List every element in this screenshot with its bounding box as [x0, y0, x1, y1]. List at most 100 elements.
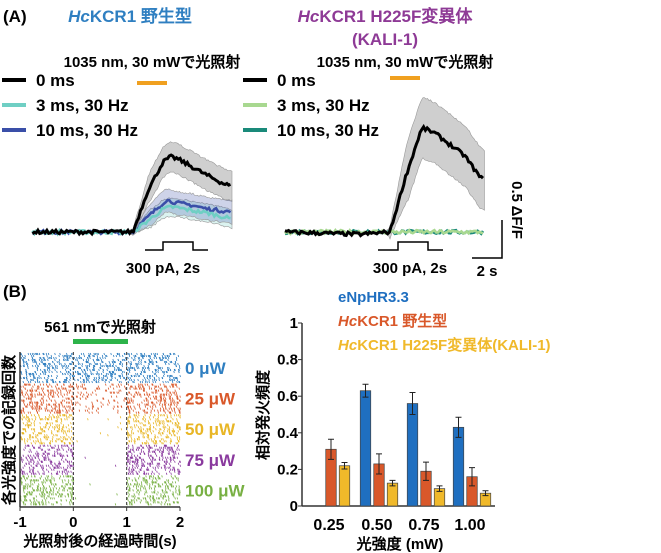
spike-tick [178, 472, 180, 475]
spike-tick [105, 389, 108, 392]
spike-tick [60, 452, 62, 455]
spike-tick [27, 426, 30, 429]
spike-tick [62, 358, 65, 362]
spike-tick [33, 446, 36, 449]
spike-tick [175, 452, 177, 455]
spike-tick [49, 411, 52, 414]
spike-tick [80, 352, 83, 356]
spike-tick [30, 397, 33, 400]
spike-tick [94, 352, 97, 356]
spike-tick [119, 368, 121, 372]
spike-tick [63, 356, 65, 360]
spike-tick [28, 466, 31, 469]
spike-tick [148, 444, 151, 447]
spike-tick [30, 442, 32, 445]
spike-tick [146, 440, 148, 443]
spike-tick [101, 360, 103, 364]
spike-tick [25, 391, 27, 394]
spike-tick [41, 499, 44, 502]
spike-tick [179, 414, 181, 417]
spike-tick [76, 395, 78, 398]
spike-tick [75, 395, 78, 398]
spike-tick [41, 454, 43, 457]
spike-tick [54, 403, 56, 406]
spike-tick [29, 491, 31, 494]
spike-tick [23, 395, 25, 398]
spike-tick [144, 497, 146, 500]
spike-tick [47, 477, 49, 480]
spike-tick [32, 468, 35, 471]
spike-tick [148, 428, 151, 431]
spike-tick [142, 432, 144, 435]
spike-tick [144, 405, 147, 408]
spike-tick [154, 434, 156, 437]
spike-tick [85, 366, 88, 370]
spike-tick [58, 424, 61, 427]
spike-tick [51, 475, 53, 478]
spike-tick [32, 432, 34, 435]
spike-tick [152, 380, 154, 384]
spike-tick [39, 444, 42, 447]
spike-tick [47, 395, 49, 398]
spike-tick [63, 399, 65, 402]
spike-tick [151, 362, 153, 366]
spike-tick [169, 352, 171, 356]
spike-tick [35, 452, 37, 455]
spike-tick [45, 464, 48, 467]
spike-tick [176, 380, 178, 384]
spike-tick [154, 481, 156, 484]
spike-tick [87, 418, 89, 421]
spike-tick [22, 454, 24, 457]
spike-tick [81, 385, 84, 388]
spike-tick [21, 481, 23, 484]
spike-tick [32, 364, 34, 368]
spike-tick [152, 430, 154, 433]
spike-tick [144, 420, 146, 423]
spike-tick [160, 397, 162, 400]
spike-tick [51, 477, 53, 480]
spike-tick [175, 376, 177, 380]
spike-tick [57, 495, 60, 498]
spike-tick [48, 391, 50, 394]
spike-tick [54, 407, 57, 410]
spike-tick [63, 468, 65, 471]
spike-tick [58, 428, 60, 431]
spike-tick [30, 414, 33, 417]
spike-tick [128, 401, 131, 404]
spike-tick [47, 418, 50, 421]
spike-tick [172, 450, 174, 453]
spike-tick [150, 475, 153, 478]
spike-tick [42, 487, 44, 490]
spike-tick [113, 391, 116, 394]
spike-tick [138, 356, 141, 360]
spike-tick [86, 409, 89, 412]
spike-tick [41, 360, 44, 364]
spike-tick [157, 368, 159, 372]
bar [452, 426, 465, 507]
spike-tick [164, 501, 167, 504]
spike-tick [71, 409, 73, 412]
spike-tick [57, 438, 60, 441]
spike-tick [58, 489, 60, 492]
spike-tick [109, 378, 111, 382]
spike-tick [50, 356, 53, 360]
spike-tick [65, 432, 67, 435]
spike-tick [27, 420, 29, 423]
spike-tick [173, 430, 175, 433]
spike-tick [154, 385, 157, 388]
spike-tick [93, 366, 95, 370]
spike-tick [22, 485, 25, 488]
spike-tick [131, 374, 133, 378]
spike-tick [48, 416, 50, 419]
spike-tick [128, 485, 130, 488]
spike-tick [138, 456, 141, 459]
spike-tick [43, 362, 45, 366]
spike-tick [31, 444, 34, 447]
spike-tick [132, 366, 134, 370]
spike-tick [62, 436, 65, 439]
spike-tick [168, 470, 171, 473]
spike-tick [133, 405, 135, 408]
spike-tick [42, 380, 44, 384]
spike-tick [124, 387, 127, 390]
